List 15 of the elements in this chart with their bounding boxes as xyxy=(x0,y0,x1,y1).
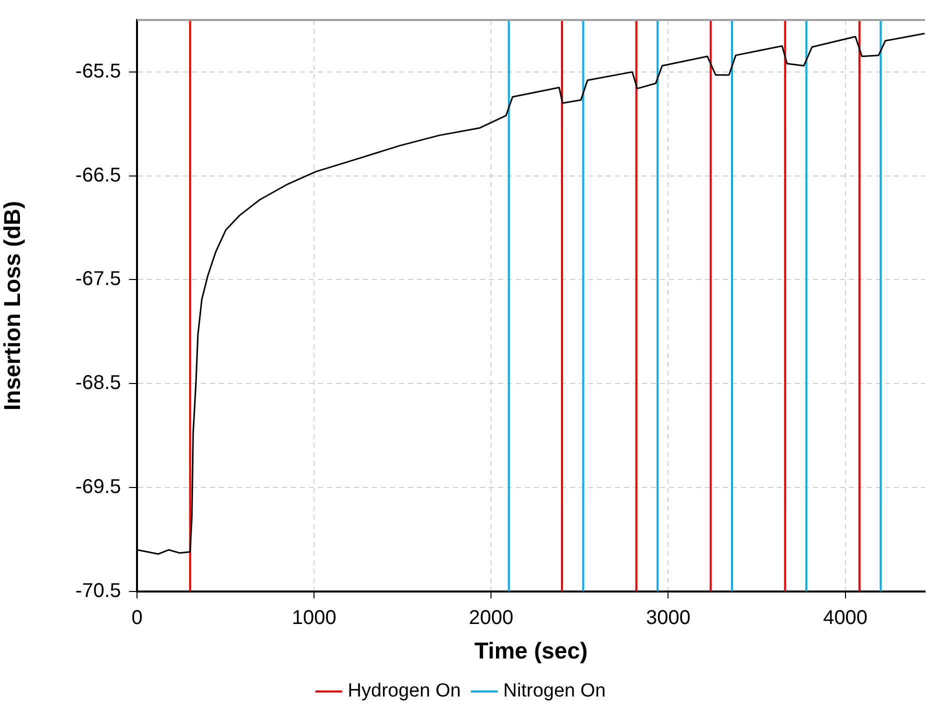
x-tick-label: 2000 xyxy=(468,606,514,629)
y-tick-label: -67.5 xyxy=(75,268,121,290)
y-axis-title: Insertion Loss (dB) xyxy=(0,200,26,410)
y-tick-label: -70.5 xyxy=(75,580,121,602)
y-tick-label: -66.5 xyxy=(75,164,121,186)
x-tick-label: 4000 xyxy=(823,606,868,629)
x-tick-label: 1000 xyxy=(292,606,336,629)
legend-label: Nitrogen On xyxy=(503,680,606,702)
legend-label: Hydrogen On xyxy=(348,680,461,702)
x-tick-label: 0 xyxy=(131,606,143,629)
y-tick-label: -65.5 xyxy=(75,60,121,82)
y-tick-label: -69.5 xyxy=(75,476,121,498)
y-tick-label: -68.5 xyxy=(75,372,121,394)
x-axis-title: Time (sec) xyxy=(474,638,588,664)
x-tick-label: 3000 xyxy=(646,606,690,629)
